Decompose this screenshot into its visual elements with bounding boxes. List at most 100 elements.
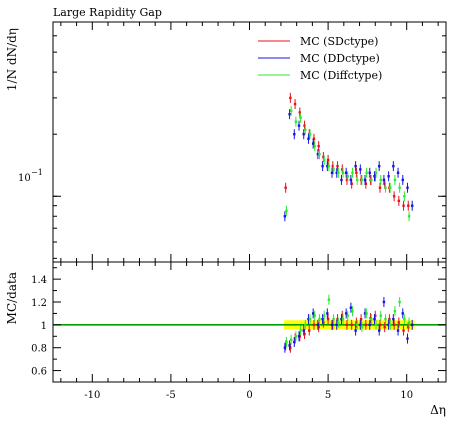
ratio-point	[403, 317, 406, 321]
ratio-point	[318, 317, 321, 321]
ratio-point	[303, 332, 306, 336]
svg-text:−1: −1	[31, 168, 43, 177]
ratio-point	[308, 317, 312, 321]
data-point	[406, 186, 409, 189]
ratio-point	[363, 312, 367, 315]
data-point	[335, 171, 338, 174]
series-0	[284, 92, 410, 211]
ratio-point	[401, 312, 404, 315]
ratio-point	[308, 329, 311, 332]
ratio-point	[355, 321, 358, 324]
data-point	[388, 186, 392, 189]
x-tick-label: 10	[400, 390, 413, 401]
ratio-point	[288, 344, 291, 347]
data-point	[340, 178, 343, 182]
series-1	[283, 109, 414, 222]
ratio-point	[289, 346, 292, 349]
ratio-point	[406, 337, 409, 340]
ratio-point	[354, 329, 357, 332]
data-point	[337, 171, 340, 174]
data-point	[302, 132, 305, 136]
ratio-point	[289, 338, 293, 341]
data-point	[332, 168, 335, 171]
ratio-point	[307, 317, 310, 321]
data-point	[293, 132, 296, 136]
data-point	[341, 168, 344, 171]
data-point	[341, 171, 345, 174]
data-point	[293, 102, 297, 106]
ratio-point	[365, 312, 368, 315]
ratio-point	[304, 323, 307, 327]
data-point	[365, 171, 368, 174]
ratio-point	[340, 317, 343, 321]
data-point	[345, 178, 349, 182]
ratio-point	[344, 312, 348, 315]
ratio-point	[411, 323, 414, 327]
ratio-point	[336, 317, 339, 321]
data-point	[326, 158, 330, 162]
main-y-axis-label: 1/N dN/dη	[5, 28, 19, 91]
ratio-y-tick-label: 0.6	[31, 367, 47, 378]
ratio-point	[345, 323, 349, 327]
legend-label: MC (DDctype)	[300, 52, 380, 65]
ratio-point	[326, 312, 329, 315]
legend-label: MC (Diffctype)	[300, 69, 382, 82]
ratio-point	[316, 323, 320, 327]
data-point	[377, 164, 381, 168]
ratio-point	[297, 335, 301, 338]
ratio-point	[330, 323, 334, 327]
data-point	[336, 164, 339, 168]
data-point	[317, 144, 320, 148]
data-point	[308, 132, 312, 136]
ratio-y-tick-label: 1.2	[31, 298, 47, 309]
data-point	[407, 215, 411, 218]
ratio-point	[337, 321, 340, 324]
data-point	[304, 128, 307, 132]
ratio-point	[364, 323, 368, 327]
data-point	[355, 171, 358, 174]
ratio-point	[312, 323, 316, 327]
data-point	[349, 178, 353, 182]
data-point	[298, 111, 302, 114]
data-point	[284, 186, 287, 189]
data-point	[383, 182, 386, 185]
ratio-point	[388, 323, 392, 327]
ratio-point	[322, 321, 325, 324]
main-panel	[283, 92, 414, 222]
ratio-point	[350, 323, 353, 327]
data-point	[327, 164, 331, 168]
data-point	[387, 175, 390, 178]
ratio-point	[341, 314, 344, 317]
ratio-point	[283, 346, 287, 349]
ratio-point	[360, 325, 364, 329]
ratio-point	[359, 317, 363, 321]
data-point	[364, 182, 368, 185]
data-point	[396, 171, 400, 174]
ratio-point	[293, 340, 296, 344]
ratio-point	[368, 323, 371, 327]
ratio-point	[393, 309, 397, 313]
data-point	[374, 171, 378, 174]
data-point	[402, 204, 405, 207]
ratio-series-1	[283, 297, 414, 353]
data-point	[368, 171, 371, 174]
ratio-point	[377, 329, 381, 332]
data-point	[307, 137, 310, 140]
ratio-y-tick-label: 0.8	[31, 344, 47, 355]
ratio-point	[383, 325, 386, 329]
data-point	[294, 120, 298, 123]
ratio-point	[293, 337, 297, 340]
data-point	[303, 124, 306, 127]
data-point	[297, 124, 301, 127]
data-point	[397, 199, 401, 203]
legend-label: MC (SDctype)	[300, 35, 378, 48]
data-point	[322, 155, 325, 159]
data-point	[289, 96, 292, 100]
ratio-point	[299, 329, 302, 332]
ratio-point	[374, 314, 377, 317]
ratio-point	[349, 306, 353, 309]
ratio-point	[355, 323, 359, 327]
data-point	[283, 215, 287, 218]
x-tick-label: -10	[84, 390, 100, 401]
data-point	[312, 137, 316, 140]
